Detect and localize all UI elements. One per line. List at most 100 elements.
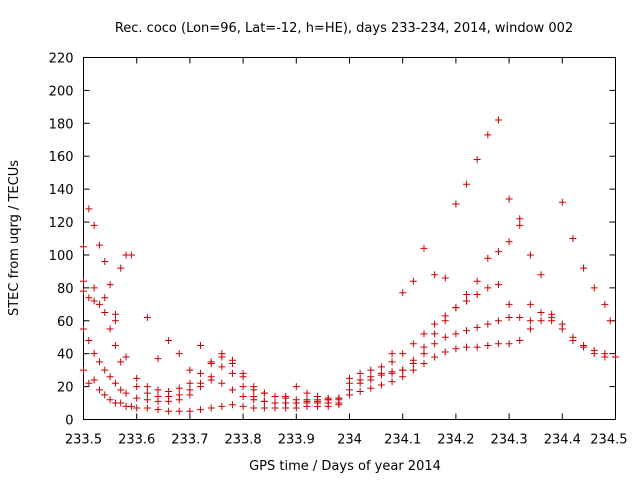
data-point-marker [473, 290, 481, 298]
data-point-marker [186, 379, 194, 387]
data-point-marker [388, 369, 396, 377]
data-point-marker [335, 399, 343, 407]
x-tick-label: 234 [337, 433, 362, 448]
data-point-marker [154, 355, 162, 363]
data-point-marker [537, 317, 545, 325]
data-point-marker [175, 407, 183, 415]
data-point-marker [250, 396, 258, 404]
data-point-marker [197, 379, 205, 387]
data-point-marker [494, 116, 502, 124]
y-tick-label: 80 [57, 282, 74, 297]
data-point-marker [494, 281, 502, 289]
data-point-marker [80, 366, 87, 374]
data-point-marker [207, 358, 215, 366]
data-point-marker [228, 356, 236, 364]
data-point-marker [143, 389, 151, 397]
x-tick-label: 233.9 [278, 433, 315, 448]
y-tick-label: 160 [49, 150, 74, 165]
y-tick-label: 140 [49, 183, 74, 198]
data-point-marker [377, 381, 385, 389]
y-tick-label: 200 [49, 84, 74, 99]
data-point-marker [431, 271, 439, 279]
data-point-marker [601, 350, 609, 358]
data-point-marker [101, 294, 109, 302]
data-point-marker [292, 383, 300, 391]
data-point-marker [90, 284, 98, 292]
data-point-marker [612, 353, 619, 361]
data-point-marker [80, 287, 87, 295]
data-point-marker [580, 264, 588, 272]
data-point-marker [154, 392, 162, 400]
data-point-marker [580, 343, 588, 351]
data-point-marker [127, 251, 135, 259]
data-point-marker [314, 399, 322, 407]
data-point-marker [346, 386, 353, 394]
data-point-marker [388, 358, 396, 366]
data-point-marker [80, 325, 87, 333]
data-point-marker [218, 350, 226, 358]
data-point-marker [516, 221, 524, 229]
data-point-marker [106, 281, 114, 289]
data-point-marker [314, 392, 322, 400]
data-point-marker [452, 200, 460, 208]
y-tick-label: 180 [49, 117, 74, 132]
data-point-marker [133, 404, 141, 412]
data-point-marker [228, 386, 236, 394]
data-point-marker [90, 376, 98, 384]
data-point-marker [250, 386, 258, 394]
data-point-marker [90, 350, 98, 358]
data-point-marker [133, 394, 141, 402]
data-point-marker [106, 373, 114, 381]
data-point-marker [537, 271, 545, 279]
y-tick-label: 220 [49, 52, 74, 67]
data-point-marker [558, 325, 566, 333]
data-point-marker [431, 330, 439, 338]
y-tick-label: 100 [49, 249, 74, 264]
data-point-marker [117, 264, 125, 272]
data-point-marker [101, 391, 109, 399]
data-point-marker [463, 327, 471, 335]
data-point-marker [484, 284, 492, 292]
data-point-marker [90, 221, 98, 229]
data-point-marker [260, 397, 268, 405]
chart-title: Rec. coco (Lon=96, Lat=-12, h=HE), days … [115, 21, 573, 36]
data-point-marker [122, 389, 130, 397]
data-point-marker [260, 389, 268, 397]
y-tick-label: 20 [57, 381, 74, 396]
data-point-marker [441, 348, 449, 356]
data-point-marker [463, 297, 471, 305]
data-point-marker [197, 406, 205, 414]
data-point-marker [526, 325, 534, 333]
data-point-marker [377, 371, 385, 379]
data-point-marker [346, 374, 353, 382]
data-point-marker [473, 343, 481, 351]
data-point-marker [186, 407, 194, 415]
data-point-marker [505, 195, 513, 203]
data-point-marker [154, 386, 162, 394]
data-point-marker [175, 391, 183, 399]
data-point-marker [516, 337, 524, 345]
data-point-marker [175, 384, 183, 392]
data-point-marker [197, 341, 205, 349]
data-point-marker [85, 379, 93, 387]
data-point-marker [606, 317, 614, 325]
data-point-marker [260, 404, 268, 412]
data-point-marker [175, 350, 183, 358]
data-points [80, 116, 619, 415]
data-point-marker [505, 238, 513, 246]
data-point-marker [80, 243, 87, 251]
data-point-marker [122, 353, 130, 361]
x-tick-label: 234.3 [490, 433, 527, 448]
data-point-marker [367, 366, 375, 374]
data-point-marker [154, 406, 162, 414]
data-point-marker [218, 379, 226, 387]
data-point-marker [117, 386, 125, 394]
data-point-marker [324, 399, 332, 407]
data-point-marker [452, 330, 460, 338]
data-point-marker [484, 254, 492, 262]
data-point-marker [484, 341, 492, 349]
data-point-marker [271, 399, 279, 407]
data-point-marker [303, 399, 311, 407]
data-point-marker [271, 392, 279, 400]
